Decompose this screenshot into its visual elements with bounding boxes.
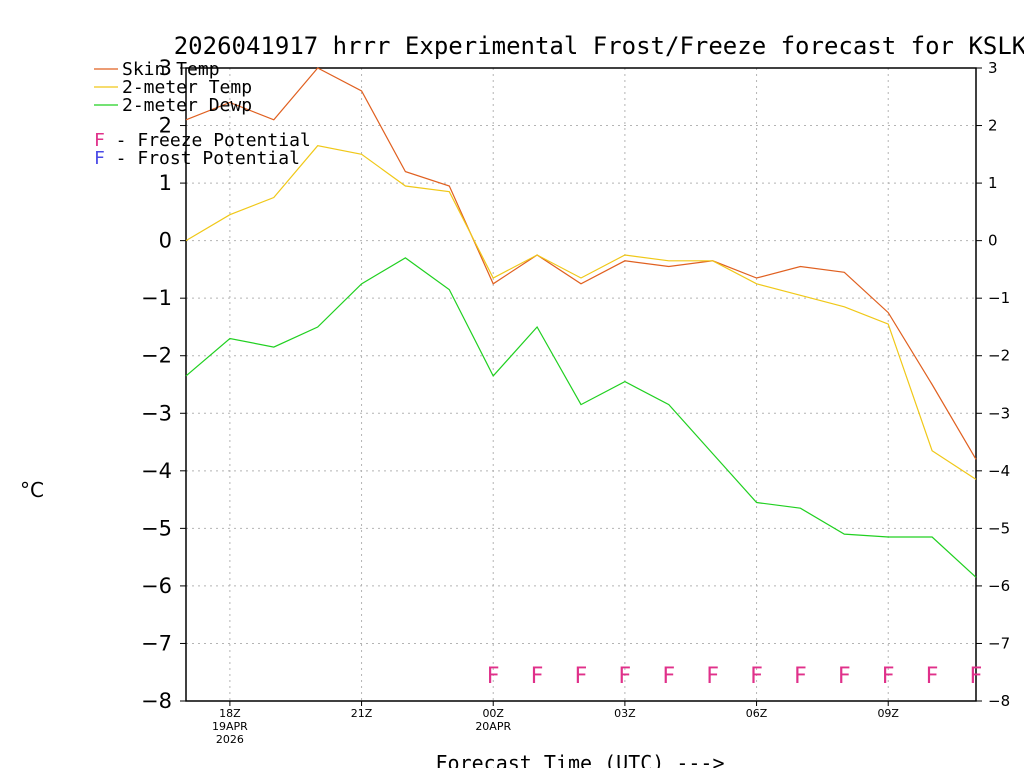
y-tick-label: 1 [159, 171, 172, 195]
series-line-2-meter-temp [185, 145, 977, 480]
x-tick-label: 00Z [482, 707, 504, 720]
freeze-flag: F [619, 664, 632, 689]
freeze-flag: F [487, 664, 500, 689]
x-tick-label: 19APR [212, 720, 248, 733]
y-tick-label-right: 2 [988, 117, 998, 135]
y-tick-label: −7 [141, 631, 172, 655]
legend-flag-entry: F - Freeze Potential [94, 130, 311, 151]
y-tick-label-right: 3 [988, 59, 998, 77]
y-tick-label-right: −6 [988, 577, 1010, 595]
freeze-flag: F [838, 664, 851, 689]
y-tick-label: −6 [141, 574, 172, 598]
freeze-flag: F [531, 664, 544, 689]
series-line-2-meter-dewp [185, 257, 977, 578]
freeze-flag: F [794, 664, 807, 689]
freeze-flag: F [926, 664, 939, 689]
y-tick-label-right: −7 [988, 634, 1010, 652]
series [185, 67, 977, 578]
x-tick-label: 21Z [351, 707, 373, 720]
freeze-flag: F [882, 664, 895, 689]
y-tick-label-right: −5 [988, 519, 1010, 537]
x-tick-label: 20APR [475, 720, 511, 733]
chart-title: 2026041917 hrrr Experimental Frost/Freez… [174, 32, 1024, 60]
y-tick-label-right: −8 [988, 692, 1010, 710]
freeze-flag: F [575, 664, 588, 689]
y-tick-label-right: −4 [988, 462, 1010, 480]
right-axis: 3 2 1 0 −1 −2 −3 −4 −5 −6 −7 −8 [976, 59, 1010, 710]
y-tick-label: −3 [141, 401, 172, 425]
legend-entry: 2-meter Temp [122, 77, 252, 98]
legend-flag-entry: F - Frost Potential [94, 148, 300, 169]
y-tick-label-right: 1 [988, 174, 998, 192]
legend-entry: 2-meter Dewp [122, 95, 252, 116]
x-tick-label: 2026 [216, 733, 244, 746]
y-tick-label: −4 [141, 459, 172, 483]
y-tick-label-right: −3 [988, 404, 1010, 422]
y-tick-label: −2 [141, 344, 172, 368]
grid [186, 68, 976, 701]
plot-frame [185, 67, 977, 702]
x-tick-label: 06Z [746, 707, 768, 720]
freeze-flag: F [662, 664, 675, 689]
y-tick-label: 0 [159, 229, 172, 253]
x-tick-label: 03Z [614, 707, 636, 720]
y-tick-label-right: 0 [988, 232, 998, 250]
y-tick-label-right: −2 [988, 347, 1010, 365]
freeze-flag: F [706, 664, 719, 689]
y-tick-label: −1 [141, 286, 172, 310]
y-tick-label-right: −1 [988, 289, 1010, 307]
legend-entry: Skin Temp [122, 59, 220, 80]
y-axis-label: °C [20, 478, 44, 502]
x-axis-label: Forecast Time (UTC) ---> [436, 751, 725, 768]
x-tick-label: 09Z [877, 707, 899, 720]
y-tick-label: 2 [159, 114, 172, 138]
x-tick-label: 18Z [219, 707, 241, 720]
y-tick-label: −8 [141, 689, 172, 713]
y-tick-label: −5 [141, 516, 172, 540]
y-tick-label: 3 [159, 56, 172, 80]
freeze-flag: F [750, 664, 763, 689]
left-axis: 3 2 1 0 −1 −2 −3 −4 −5 −6 −7 −8 [141, 56, 186, 713]
freeze-flag: F [970, 664, 983, 689]
series-line-skin-temp [185, 67, 977, 460]
